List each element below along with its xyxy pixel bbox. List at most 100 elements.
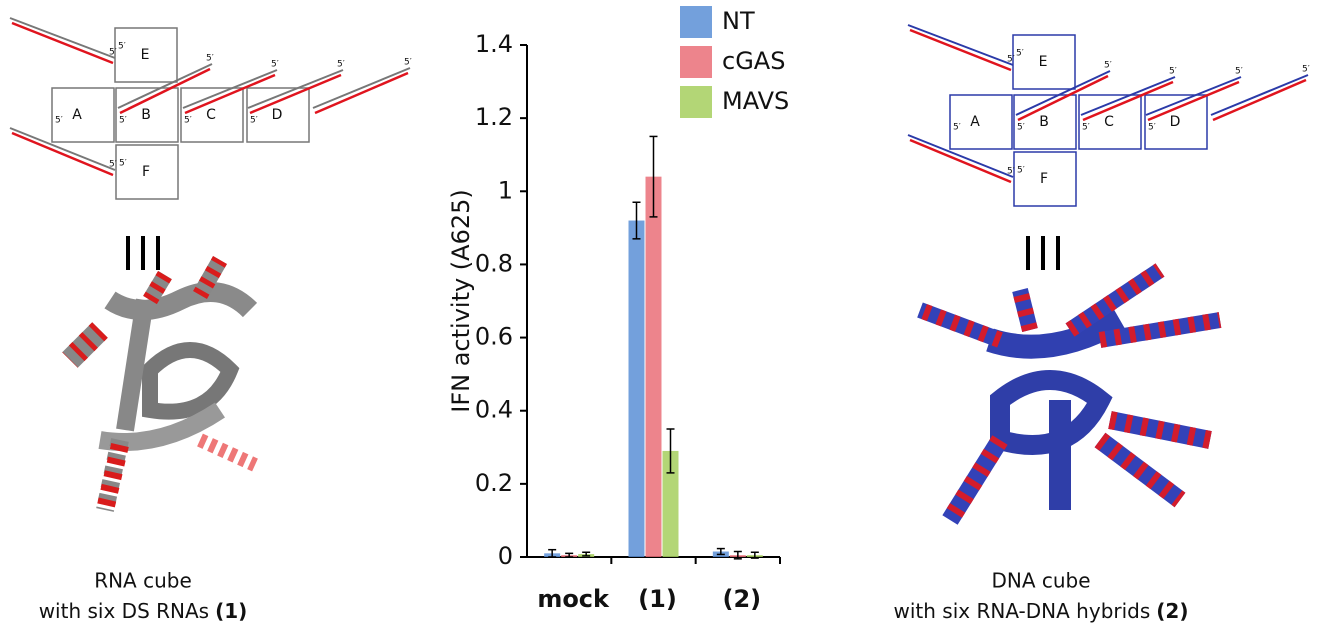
- strand: [907, 24, 1014, 66]
- prime-label: 5′: [1007, 167, 1015, 177]
- strand: [182, 69, 278, 109]
- prime-label: 5′: [1235, 67, 1243, 77]
- strand-rna: [119, 67, 211, 115]
- strand: [907, 134, 1014, 178]
- error-bar: [565, 552, 574, 558]
- cube-face: [1013, 151, 1077, 207]
- strand: [312, 67, 411, 109]
- dna-cube-model: [917, 263, 1222, 525]
- x-tick-label: mock: [537, 585, 610, 613]
- face-label: E: [1039, 54, 1048, 70]
- face-label: D: [272, 107, 283, 123]
- legend-swatch: [680, 86, 712, 118]
- cube-face: [949, 94, 1013, 150]
- prime-label: 5′: [1148, 123, 1156, 133]
- legend-swatch: [680, 46, 712, 78]
- error-bar: [733, 550, 742, 560]
- prime-label: 5′: [404, 58, 412, 68]
- strand-rna: [11, 131, 114, 177]
- x-tick-label: (1): [638, 585, 677, 613]
- error-bar: [548, 548, 557, 558]
- equivalence-right: [1026, 236, 1060, 270]
- prime-label: 5′: [1169, 67, 1177, 77]
- strand: [9, 17, 116, 59]
- error-bar: [632, 201, 641, 240]
- cube-face: [114, 27, 178, 83]
- prime-label: 5′: [1082, 123, 1090, 133]
- strand-rna: [1082, 80, 1174, 122]
- legend-label: NT: [722, 7, 755, 35]
- y-tick-label: 0.6: [475, 323, 513, 351]
- strand-rna: [909, 138, 1012, 184]
- face-label: B: [1039, 114, 1049, 130]
- prime-label: 5′: [953, 123, 961, 133]
- face-label: D: [1170, 114, 1181, 130]
- cube-face: [1144, 94, 1208, 150]
- caption-text: with six DS RNAs: [39, 599, 209, 623]
- caption: with six DS RNAs (1): [39, 599, 248, 623]
- y-tick-label: 1.4: [475, 30, 513, 58]
- prime-label: 5′: [1104, 61, 1112, 71]
- strand-rna: [249, 73, 342, 115]
- face-label: A: [72, 107, 82, 123]
- y-tick-label: 0.8: [475, 249, 513, 277]
- strand: [9, 127, 116, 171]
- prime-label: 5′: [337, 60, 345, 70]
- prime-label: 5′: [118, 42, 126, 52]
- rna-cube-model: [62, 256, 258, 513]
- cube-face: [115, 87, 179, 143]
- caption: with six RNA-DNA hybrids (2): [894, 599, 1189, 623]
- legend-swatch: [680, 6, 712, 38]
- y-tick-label: 1.2: [475, 103, 513, 131]
- strand-rna: [11, 21, 114, 65]
- equivalence-left: [126, 236, 160, 270]
- cube-face: [1078, 94, 1142, 150]
- caption-ref: (2): [1156, 599, 1188, 623]
- prime-label: 5′: [206, 54, 214, 64]
- strand-rna: [1212, 78, 1307, 122]
- error-bar: [582, 551, 591, 557]
- y-tick-label: 0.2: [475, 469, 513, 497]
- error-bar: [666, 428, 675, 474]
- prime-label: 5′: [55, 116, 63, 126]
- cube-face: [180, 87, 244, 143]
- cube-face: [115, 144, 179, 200]
- cube-face: [1013, 94, 1077, 150]
- prime-label: 5′: [119, 159, 127, 169]
- legend-label: MAVS: [722, 87, 789, 115]
- error-bar: [716, 547, 725, 556]
- bar: [662, 450, 679, 557]
- y-tick-label: 1: [498, 176, 513, 204]
- strand: [1210, 74, 1309, 116]
- y-tick-label: 0.4: [475, 396, 513, 424]
- face-label: C: [1104, 114, 1114, 130]
- strand: [1080, 76, 1176, 116]
- prime-label: 5′: [119, 116, 127, 126]
- caption-text: with six RNA-DNA hybrids: [894, 599, 1151, 623]
- prime-label: 5′: [1017, 123, 1025, 133]
- x-tick-label: (2): [723, 585, 762, 613]
- face-label: A: [970, 114, 980, 130]
- bar: [645, 176, 662, 557]
- face-label: F: [142, 164, 150, 180]
- prime-label: 5′: [1007, 55, 1015, 65]
- face-label: E: [141, 47, 150, 63]
- face-label: B: [141, 107, 151, 123]
- prime-label: 5′: [109, 48, 117, 58]
- strand: [1145, 76, 1242, 116]
- strand-rna: [909, 28, 1012, 72]
- caption: RNA cube: [94, 569, 192, 593]
- cube-face: [1012, 34, 1076, 90]
- prime-label: 5′: [271, 60, 279, 70]
- cube-face: [51, 87, 115, 143]
- prime-label: 5′: [1017, 166, 1025, 176]
- y-tick-label: 0: [498, 542, 513, 570]
- y-axis-label: IFN activity (A625): [447, 189, 475, 413]
- face-label: F: [1040, 171, 1048, 187]
- prime-label: 5′: [184, 116, 192, 126]
- prime-label: 5′: [250, 116, 258, 126]
- error-bar: [750, 551, 759, 559]
- prime-label: 5′: [109, 160, 117, 170]
- caption-ref: (1): [215, 599, 247, 623]
